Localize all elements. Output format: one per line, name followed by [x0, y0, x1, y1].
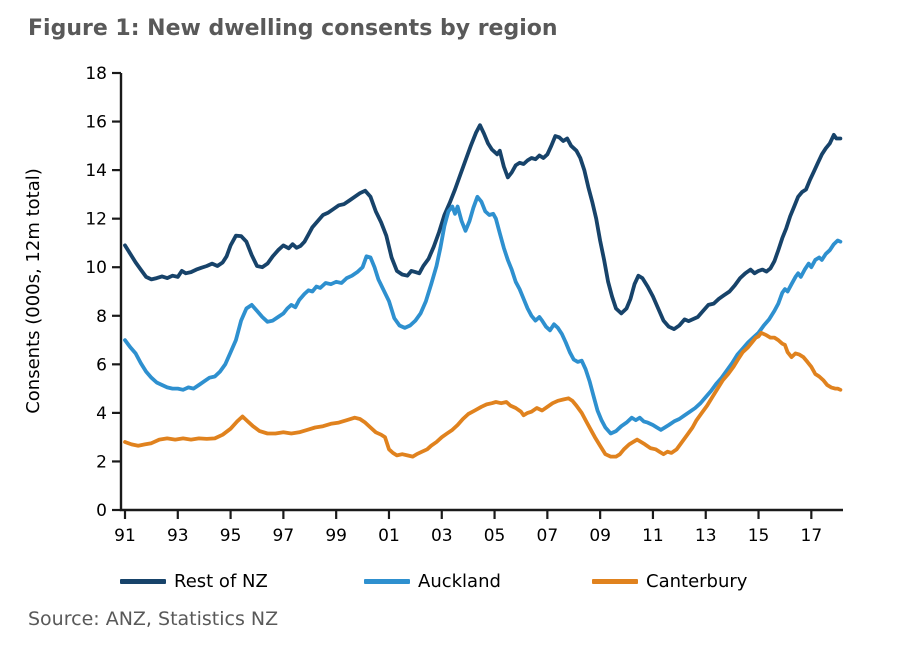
legend-label: Canterbury: [646, 570, 748, 592]
series-lines: [123, 123, 843, 459]
y-tick-label: 18: [85, 64, 107, 84]
x-tick-label: 95: [220, 526, 242, 546]
legend-item-rest-of-nz: Rest of NZ: [120, 569, 268, 593]
y-tick-label: 4: [96, 404, 107, 424]
y-tick-label: 2: [96, 452, 107, 472]
series-line-canterbury: [123, 330, 843, 459]
x-tick-label: 01: [378, 526, 400, 546]
legend-label: Rest of NZ: [174, 570, 268, 592]
y-axis-title: Consents (000s, 12m total): [23, 168, 44, 414]
x-tick-label: 11: [642, 526, 664, 546]
x-tick-label: 91: [114, 526, 136, 546]
x-tick-label: 03: [431, 526, 453, 546]
x-tick-label: 99: [325, 526, 347, 546]
y-tick-label: 12: [85, 210, 107, 230]
series-line-auckland: [123, 194, 843, 436]
x-tick-label: 07: [537, 526, 559, 546]
legend: Rest of NZ Auckland Canterbury: [0, 569, 899, 593]
x-tick-label: 97: [273, 526, 295, 546]
axis-tick-labels: 91 93 95 97 99 01 03 05 07 09 11 13 15 17 0 2 4 6 8 10 12 14 1…: [85, 64, 822, 546]
y-tick-label: 14: [85, 161, 107, 181]
x-tick-label: 15: [748, 526, 770, 546]
line-chart-canvas: 91 93 95 97 99 01 03 05 07 09 11 13 15 17 0 2 4 6 8 10 12 14 1…: [23, 64, 843, 546]
y-tick-label: 16: [85, 113, 107, 133]
y-tick-label: 0: [96, 501, 107, 521]
legend-item-canterbury: Canterbury: [592, 569, 747, 593]
x-tick-label: 09: [589, 526, 611, 546]
x-tick-label: 17: [801, 526, 823, 546]
x-tick-label: 13: [695, 526, 717, 546]
legend-item-auckland: Auckland: [364, 569, 501, 593]
y-tick-label: 6: [96, 355, 107, 375]
axis-lines: [119, 73, 843, 512]
legend-label: Auckland: [418, 570, 501, 592]
rest-of-nz-line-swatch: [120, 578, 166, 584]
axes: [119, 73, 843, 512]
auckland-line-swatch: [364, 578, 410, 584]
canterbury-line-swatch: [592, 578, 638, 584]
source-note: Source: ANZ, Statistics NZ: [28, 608, 279, 630]
axis-ticks: [112, 71, 813, 519]
chart-title: Figure 1: New dwelling consents by regio…: [28, 16, 558, 41]
y-tick-label: 10: [85, 258, 107, 278]
series-line-rest-of-nz: [123, 123, 843, 332]
x-tick-label: 93: [167, 526, 189, 546]
y-tick-label: 8: [96, 307, 107, 327]
x-tick-label: 05: [484, 526, 506, 546]
